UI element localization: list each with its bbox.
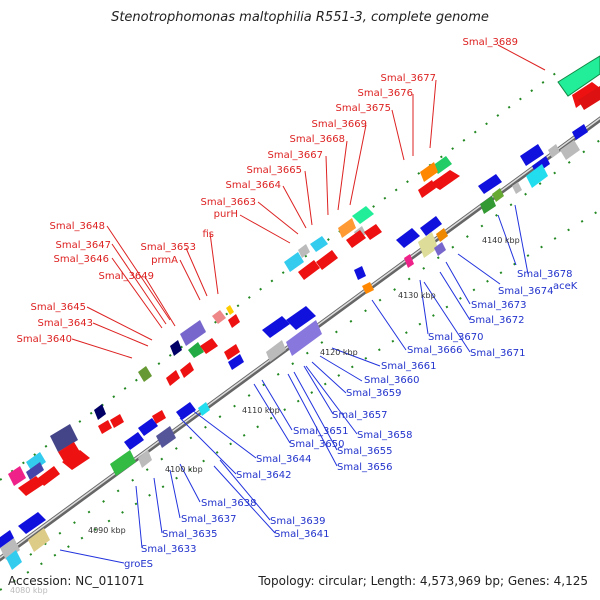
gene-label: Smal_3664 (226, 180, 281, 191)
gene-arrow (124, 432, 144, 450)
gene-label: Smal_3657 (332, 410, 387, 421)
gene-label: Smal_3649 (99, 271, 154, 282)
gene-block (228, 314, 240, 328)
gene-label: purH (214, 209, 238, 220)
gene-label: Smal_3653 (141, 242, 196, 253)
gene-label: Smal_3639 (270, 516, 325, 527)
gene-label: Smal_3647 (56, 240, 111, 251)
gene-label: Smal_3672 (469, 315, 524, 326)
gene-arrow (354, 266, 366, 280)
gene-label: aceK (553, 281, 578, 292)
gene-label: Smal_3674 (498, 286, 553, 297)
reverse-strand-genes (0, 124, 588, 570)
gene-block (94, 404, 106, 420)
gene-label: Smal_3666 (407, 345, 462, 356)
gene-label: Smal_3646 (54, 254, 109, 265)
gene-label: Smal_3638 (201, 498, 256, 509)
gene-arrow (396, 228, 420, 248)
gene-arrow (166, 370, 180, 386)
gene-block (212, 310, 226, 324)
red-gene-labels: Smal_3689 Smal_3677 Smal_3676 Smal_3675 … (17, 37, 518, 345)
gene-label: Smal_3670 (428, 332, 483, 343)
tick-label: 4130 kbp (398, 291, 436, 300)
gene-label: Smal_3689 (463, 37, 518, 48)
gene-arrow (262, 316, 290, 338)
outer-dot-ring (0, 70, 560, 480)
gene-label: Smal_3635 (162, 529, 217, 540)
gene-block (8, 466, 26, 486)
gene-label: Smal_3644 (256, 454, 311, 465)
gene-label: Smal_3658 (357, 430, 412, 441)
gene-label: Smal_3655 (337, 446, 392, 457)
gene-label: Smal_3651 (293, 426, 348, 437)
gene-label: fis (202, 229, 214, 240)
gene-arrow (98, 420, 112, 434)
tick-label: 4140 kbp (482, 236, 520, 245)
gene-arrow (364, 224, 382, 240)
gene-block (418, 232, 438, 258)
gene-block (170, 340, 182, 356)
gene-label: Smal_3665 (247, 165, 302, 176)
gene-block (188, 342, 204, 358)
topology-text: Topology: circular; Length: 4,573,969 bp… (258, 574, 588, 588)
gene-label: Smal_3669 (312, 119, 367, 130)
gene-label: prmA (151, 255, 178, 266)
tick-label: 4120 kbp (320, 348, 358, 357)
gene-label: Smal_3643 (38, 318, 93, 329)
gene-label: Smal_3667 (268, 150, 323, 161)
gene-block (310, 236, 328, 252)
gene-label: Smal_3645 (31, 302, 86, 313)
genome-map-page: Stenotrophomonas maltophilia R551-3, com… (0, 0, 600, 600)
gene-block (352, 206, 374, 224)
gene-label: Smal_3660 (364, 375, 419, 386)
gene-label: Smal_3671 (470, 348, 525, 359)
gene-label: Smal_3677 (381, 73, 436, 84)
gene-label: Smal_3668 (290, 134, 345, 145)
tick-label: 4110 kbp (242, 406, 280, 415)
gene-label: Smal_3656 (337, 462, 392, 473)
gene-label: Smal_3641 (274, 529, 329, 540)
gene-arrow (180, 362, 194, 378)
gene-block (138, 366, 152, 382)
gene-label: Smal_3659 (346, 388, 401, 399)
gene-arrow (418, 180, 436, 198)
genome-map: 4090 kbp 4100 kbp 4110 kbp 4120 kbp 4130… (0, 0, 600, 600)
gene-label: Smal_3661 (381, 361, 436, 372)
gene-label: Smal_3676 (358, 88, 413, 99)
gene-label: Smal_3633 (141, 544, 196, 555)
gene-arrow (110, 414, 124, 428)
tick-label: 4090 kbp (88, 526, 126, 535)
gene-label: Smal_3678 (517, 269, 572, 280)
gene-label: Smal_3663 (201, 197, 256, 208)
gene-label: Smal_3675 (336, 103, 391, 114)
gene-block (560, 140, 580, 160)
gene-arrow (316, 250, 338, 270)
faint-tick-label: 4080 kbp (10, 586, 48, 595)
gene-block (110, 450, 136, 476)
tick-label: 4100 kbp (165, 465, 203, 474)
gene-label: Smal_3673 (471, 300, 526, 311)
gene-block (138, 450, 152, 468)
gene-label: Smal_3642 (236, 470, 291, 481)
gene-label: Smal_3637 (181, 514, 236, 525)
gene-label: Smal_3640 (17, 334, 72, 345)
gene-label: groES (124, 559, 153, 570)
gene-block (180, 320, 206, 346)
gene-label: Smal_3648 (50, 221, 105, 232)
